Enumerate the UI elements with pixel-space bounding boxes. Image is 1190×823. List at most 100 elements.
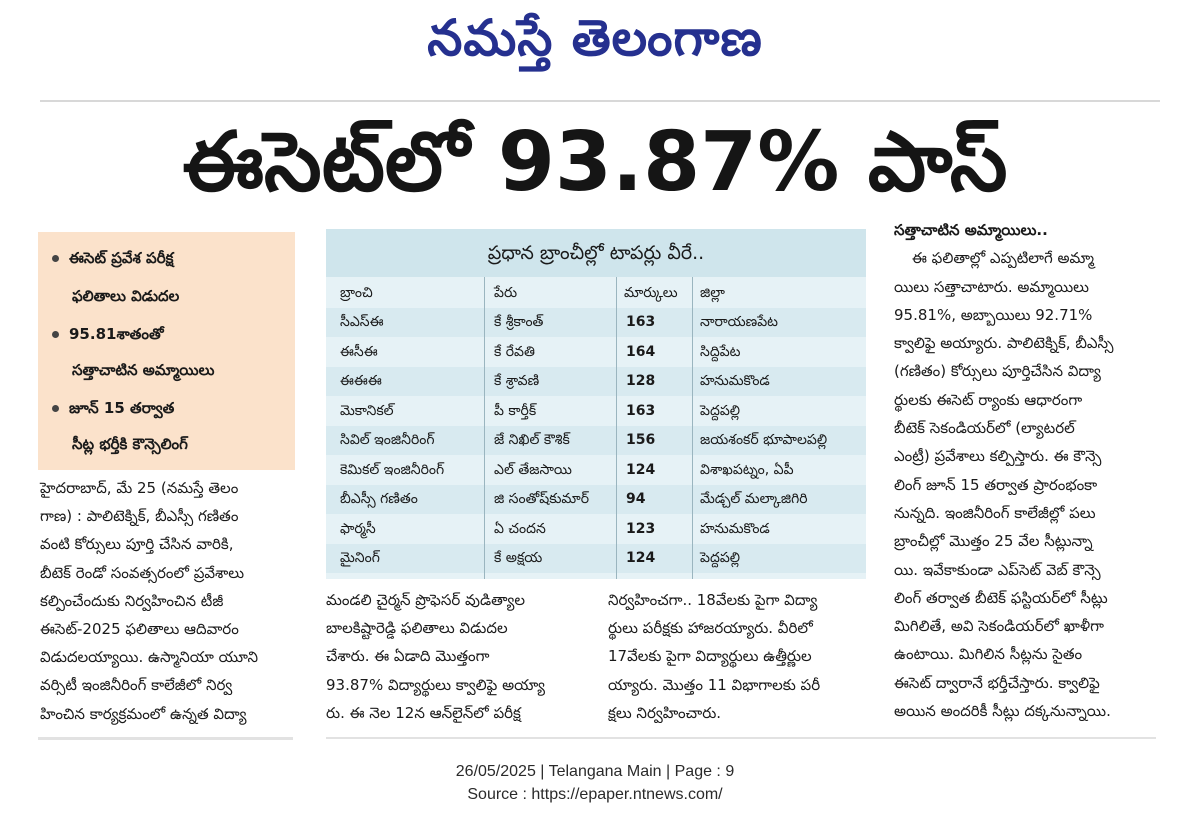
table-cell: హనుమకొండ bbox=[700, 373, 770, 389]
text-line: బీటెక్ సెకండియర్‌లో (ల్యాటరల్ bbox=[894, 419, 1075, 438]
bullet-icon bbox=[52, 255, 59, 262]
table-cell: ఏ చందన bbox=[494, 520, 546, 537]
text-line: ర్థులకు ఈసెట్ ర్యాంకు ఆధారంగా bbox=[894, 390, 1083, 409]
highlight-item: 95.81శాతంతో bbox=[52, 316, 164, 352]
text-line: మండలి చైర్మన్ ప్రొఫెసర్ వుడిత్యాల bbox=[326, 591, 526, 609]
text-line: చేశారు. ఈ ఏడాది మొత్తంగా bbox=[326, 647, 490, 666]
table-cell: ఎల్ తేజసాయి bbox=[494, 461, 572, 478]
text-line: బాలకిష్టారెడ్డి ఫలితాలు విడుదల bbox=[326, 619, 508, 638]
table-cell: 163 bbox=[626, 402, 656, 419]
highlight-item: జూన్ 15 తర్వాత bbox=[52, 390, 174, 426]
highlight-item-cont: సీట్ల భర్తీకి కౌన్సెలింగ్ bbox=[72, 435, 188, 453]
text-line: ర్థులు పరీక్షకు హాజరయ్యారు. వీరిలో bbox=[608, 619, 813, 638]
article-column-3: నిర్వహించగా.. 18వేలకు పైగా విద్యా ర్థులు… bbox=[608, 586, 870, 727]
table-row: మెకానికల్ పీ కార్తీక్ 163 పెద్దపల్లి bbox=[326, 397, 866, 426]
table-cell: పెద్దపల్లి bbox=[700, 402, 741, 419]
text-line: గాణ) : పాలిటెక్నిక్, బీఎస్సీ గణితం bbox=[40, 507, 239, 526]
table-body: బ్రాంచి పేరు మార్కులు జిల్లా సీఎస్ఈ కే శ్… bbox=[326, 277, 866, 579]
table-row: మైనింగ్ కే అక్షయ 124 పెద్దపల్లి bbox=[326, 544, 866, 573]
table-cell: ఫార్మసీ bbox=[340, 520, 376, 537]
text-line: రు. ఈ నెల 12న ఆన్‌లైన్‌లో పరీక్ష bbox=[326, 703, 521, 722]
footer-source: Source : https://epaper.ntnews.com/ bbox=[467, 786, 723, 803]
highlight-item-cont: ఫలితాలు విడుదల bbox=[72, 287, 180, 305]
table-row: ఫార్మసీ ఏ చందన 123 హనుమకొండ bbox=[326, 515, 866, 544]
table-cell: పీ కార్తీక్ bbox=[494, 402, 537, 419]
table-cell: హనుమకొండ bbox=[700, 520, 770, 537]
table-cell: కే రేవతి bbox=[494, 343, 535, 360]
table-cell: కే శ్రీకాంత్ bbox=[494, 314, 544, 330]
table-cell: 94 bbox=[626, 491, 646, 507]
table-cell: కే అక్షయ bbox=[494, 550, 543, 566]
text-line: ఎంట్రీ) ప్రవేశాలు కల్పిస్తారు. ఈ కౌన్సె bbox=[894, 447, 1102, 466]
table-cell: 163 bbox=[626, 314, 656, 330]
table-cell: జి సంతోష్‌కుమార్ bbox=[494, 491, 590, 507]
highlights-box: ఈసెట్ ప్రవేశ పరీక్ష ఫలితాలు విడుదల 95.81… bbox=[38, 232, 295, 470]
table-cell: జే నిఖిల్ కౌశిక్ bbox=[494, 432, 570, 448]
highlight-item: ఈసెట్ ప్రవేశ పరీక్ష bbox=[52, 240, 173, 276]
table-cell: మెకానికల్ bbox=[340, 402, 394, 419]
text-line: అయిన అందరికీ సీట్లు దక్కనున్నాయి. bbox=[894, 702, 1111, 721]
text-line: ఉంటాయి. మిగిలిన సీట్లను సైతం bbox=[894, 645, 1083, 664]
table-cell: కెమికల్ ఇంజినీరింగ్ bbox=[340, 461, 445, 478]
text-line: 17వేలకు పైగా విద్యార్థులు ఉత్తీర్ణుల bbox=[608, 647, 812, 666]
table-header: బ్రాంచి bbox=[340, 285, 373, 301]
text-line: కల్పించేందుకు నిర్వహించిన టీజీ bbox=[40, 591, 224, 610]
table-divider bbox=[692, 277, 693, 579]
table-cell: 164 bbox=[626, 343, 656, 360]
table-row: కెమికల్ ఇంజినీరింగ్ ఎల్ తేజసాయి 124 విశాఖపట… bbox=[326, 456, 866, 485]
highlight-item-cont: సత్తాచాటిన అమ్మాయిలు bbox=[72, 361, 215, 379]
table-header: పేరు bbox=[494, 285, 518, 301]
text-line: వర్సిటీ ఇంజినీరింగ్ కాలేజీలో నిర్వ bbox=[40, 676, 233, 695]
table-cell: 124 bbox=[626, 550, 656, 566]
text-line: నిర్వహించగా.. 18వేలకు పైగా విద్యా bbox=[608, 591, 818, 609]
table-cell: 123 bbox=[626, 520, 656, 537]
text-line: య్యారు. మొత్తం 11 విభాగాలకు పరీ bbox=[608, 675, 821, 694]
text-line: లింగ్ జూన్ 15 తర్వాత ప్రారంభంకా bbox=[894, 475, 1098, 494]
article-column-1: హైదరాబాద్, మే 25 (నమస్తే తెలం గాణ) : పాల… bbox=[40, 474, 296, 728]
text-line: యిలు సత్తాచాటారు. అమ్మాయిలు bbox=[894, 277, 1089, 296]
bullet-icon bbox=[52, 405, 59, 412]
divider bbox=[326, 737, 1156, 739]
text-line: నున్నది. ఇంజినీరింగ్ కాలేజీల్లో పలు bbox=[894, 503, 1096, 522]
text-line: లింగ్ తర్వాత బీటెక్ ఫస్టియర్‌లో సీట్లు bbox=[894, 588, 1108, 607]
text-line: ఈసెట్-2025 ఫలితాలు ఆదివారం bbox=[40, 620, 239, 639]
table-cell: బీఎస్సీ గణితం bbox=[340, 491, 418, 507]
masthead-logo: నమస్తే తెలంగాణ bbox=[427, 8, 763, 67]
text-line: క్షలు నిర్వహించారు. bbox=[608, 703, 722, 722]
table-cell: సివిల్ ఇంజినీరింగ్ bbox=[340, 432, 435, 448]
bullet-icon bbox=[52, 331, 59, 338]
table-header: మార్కులు bbox=[624, 285, 678, 301]
masthead-divider bbox=[40, 100, 1160, 102]
article-column-4: సత్తాచాటిన అమ్మాయిలు.. ఈ ఫలితాల్లో ఎప్పట… bbox=[894, 216, 1156, 725]
text-line: వంటి కోర్సులు పూర్తి చేసిన వారికి, bbox=[40, 535, 234, 554]
table-cell: మైనింగ్ bbox=[340, 550, 380, 566]
table-cell: జయశంకర్ భూపాలపల్లి bbox=[700, 432, 828, 448]
text-line: 93.87% విద్యార్థులు క్వాలిఫై అయ్యా bbox=[326, 675, 546, 694]
table-cell: 124 bbox=[626, 461, 656, 478]
table-cell: మేడ్చల్ మల్కాజిగిరి bbox=[700, 491, 808, 507]
subheading: సత్తాచాటిన అమ్మాయిలు.. bbox=[894, 221, 1048, 239]
text-line: ఈ ఫలితాల్లో ఎప్పటిలాగే అమ్మా bbox=[912, 249, 1094, 268]
table-cell: ఈసీఈ bbox=[340, 343, 378, 360]
text-line: విడుదలయ్యాయి. ఉస్మానియా యూని bbox=[40, 648, 259, 667]
table-row: సివిల్ ఇంజినీరింగ్ జే నిఖిల్ కౌశిక్ 156 జయశ… bbox=[326, 426, 866, 455]
text-line: బ్రాంచీల్లో మొత్తం 25 వేల సీట్లున్నా bbox=[894, 532, 1093, 551]
table-cell: ఈఈఈ bbox=[340, 373, 382, 389]
table-title: ప్రధాన బ్రాంచీల్లో టాపర్లు వీరే.. bbox=[326, 229, 866, 277]
text-line: యి. ఇవేకాకుండా ఎప్‌సెట్ వెబ్ కౌన్సె bbox=[894, 560, 1101, 579]
table-cell: కే శ్రావణి bbox=[494, 373, 540, 389]
text-line: 95.81%, అబ్బాయిలు 92.71% bbox=[894, 305, 1093, 324]
table-cell: సీఎస్ఈ bbox=[340, 314, 384, 330]
article-column-2: మండలి చైర్మన్ ప్రొఫెసర్ వుడిత్యాల బాలకిష… bbox=[326, 586, 588, 727]
text-line: మిగిలితే, అవి సెకండియర్‌లో ఖాళీగా bbox=[894, 617, 1104, 636]
text-line: బీటెక్ రెండో సంవత్సరంలో ప్రవేశాలు bbox=[40, 563, 245, 582]
table-row: ఈఈఈ కే శ్రావణి 128 హనుమకొండ bbox=[326, 367, 866, 396]
table-divider bbox=[616, 277, 617, 579]
text-line: ఈసెట్ ద్వారానే భర్తీచేస్తారు. క్వాలిఫై bbox=[894, 673, 1100, 692]
table-row: బీఎస్సీ గణితం జి సంతోష్‌కుమార్ 94 మేడ్చల్ మ… bbox=[326, 485, 866, 514]
text-line: హించిన కార్యక్రమంలో ఉన్నత విద్యా bbox=[40, 704, 247, 723]
table-cell: 128 bbox=[626, 373, 656, 389]
table-divider bbox=[484, 277, 485, 579]
table-header-row: బ్రాంచి పేరు మార్కులు జిల్లా bbox=[326, 279, 866, 308]
headline: ఈసెట్‌లో 93.87% పాస్ bbox=[182, 115, 1008, 210]
